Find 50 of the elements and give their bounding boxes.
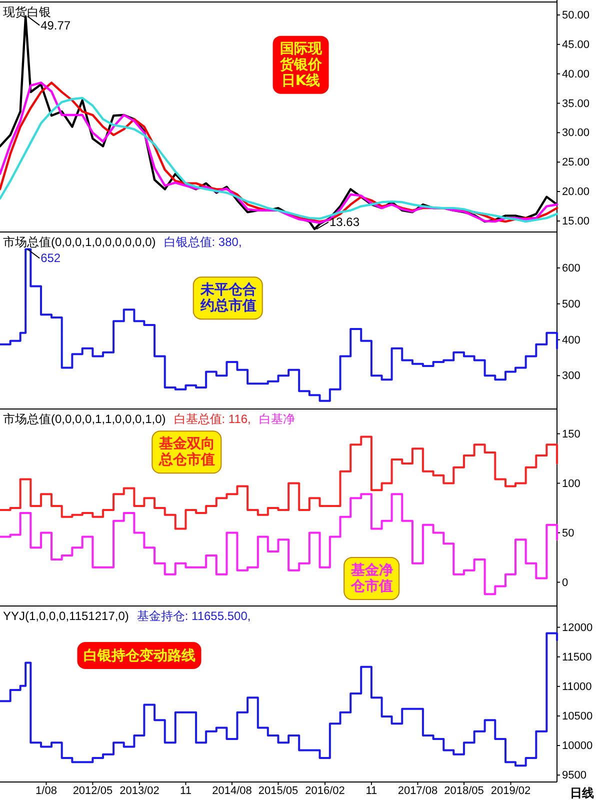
x-tick-label: 2019/02	[490, 784, 531, 797]
y-tick-label: 150	[562, 428, 580, 440]
text: 日线	[570, 786, 594, 800]
annotation: 白银持仓变动路线	[83, 647, 196, 664]
y-tick-label: 600	[562, 262, 580, 274]
annotation: 49.77	[40, 18, 71, 32]
y-tick-label: 400	[562, 334, 580, 346]
y-tick-label: 40.00	[562, 68, 590, 80]
y-tick-label: 100	[562, 478, 580, 490]
annotation: 基金双向总仓市值	[158, 436, 216, 468]
y-tick-label: 15.00	[562, 216, 590, 228]
y-tick-label: 500	[562, 298, 580, 310]
text: 白基净	[258, 412, 295, 426]
y-tick-label: 11500	[562, 651, 592, 664]
annotation: 国际现货银价日K线	[278, 40, 323, 89]
chart-title: 现货白银	[3, 5, 51, 19]
y-tick-label: 50	[562, 527, 574, 540]
x-tick-label: 1/08	[36, 784, 57, 797]
x-tick-label: 2017/08	[398, 784, 438, 797]
y-tick-label: 35.00	[562, 98, 590, 110]
x-tick-label: 2014/08	[212, 784, 252, 797]
text: 白银总值: 380,	[164, 235, 242, 249]
y-tick-label: 45.00	[562, 38, 590, 51]
annotation: 未平仓合约总市值	[199, 282, 256, 314]
y-tick-label: 10500	[562, 710, 593, 722]
y-tick-label: 300	[562, 370, 580, 382]
x-tick-label: 11	[366, 784, 378, 797]
x-tick-label: 2015/05	[258, 784, 298, 797]
y-tick-label: 0	[562, 576, 568, 589]
x-tick-label: 2016/02	[305, 784, 345, 797]
chart-title: YYJ(1,0,0,0,1151217,0)	[3, 609, 129, 623]
chart-title: 市场总值(0,0,0,0,1,1,0,0,0,1,0)	[3, 412, 166, 426]
text: 白基总值: 116,	[174, 412, 251, 426]
y-tick-label: 30.00	[562, 127, 590, 140]
annotation: 652	[40, 251, 61, 266]
x-tick-label: 11	[180, 784, 192, 797]
y-tick-label: 25.00	[562, 156, 590, 169]
y-tick-label: 11000	[562, 680, 592, 693]
y-tick-label: 10000	[562, 740, 593, 752]
y-tick-label: 50.00	[562, 9, 590, 22]
chart-title: 市场总值(0,0,0,1,0,0,0,0,0,0)	[3, 235, 156, 249]
y-tick-label: 20.00	[562, 186, 590, 198]
text: 基金持仓: 11655.500,	[136, 609, 251, 623]
y-tick-label: 12000	[562, 622, 593, 634]
x-tick-label: 2018/05	[444, 784, 484, 797]
annotation: 13.63	[330, 215, 360, 230]
y-tick-label: 9500	[562, 770, 586, 782]
x-tick-label: 2012/05	[72, 784, 113, 797]
annotation: 基金净仓市值	[350, 562, 394, 595]
x-tick-label: 2013/02	[120, 784, 160, 797]
